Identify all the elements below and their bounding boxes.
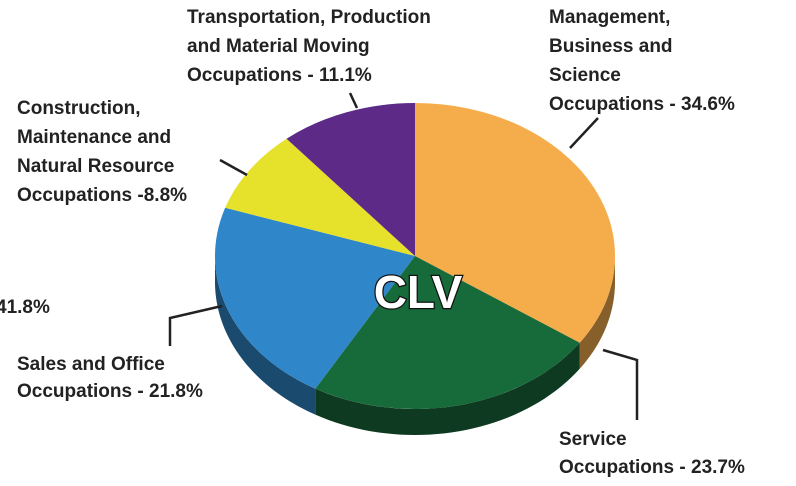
leader-line [168, 304, 223, 346]
category-label: Management, Business and Science Occupat… [549, 7, 673, 115]
slice [225, 138, 415, 256]
slice [315, 256, 580, 409]
leader-line [569, 117, 599, 149]
slice [215, 207, 415, 389]
slice-label: Sales and Office Occupations - 21.8% [17, 351, 203, 405]
slice [415, 103, 615, 343]
leader-line [348, 92, 359, 109]
slice-side [215, 256, 316, 415]
category-label: Transportation, Production and Material … [187, 7, 431, 86]
value-label: - 23.7% [679, 457, 745, 478]
value-label: - 21.8% [137, 381, 203, 402]
category-label: Construction, Maintenance and Natural Re… [17, 98, 175, 206]
value-label: - 34.6% [669, 94, 735, 115]
slice-side [315, 342, 580, 435]
slice-label: Service Occupations - 23.7% [559, 426, 745, 482]
leader-line [219, 158, 248, 177]
value-label: - 11.1% [307, 65, 372, 86]
leader-line [602, 348, 639, 420]
annotation: 41.8% [0, 297, 50, 318]
slice-label: Management, Business and Science Occupat… [549, 3, 735, 119]
category-label: Service Occupations [559, 429, 675, 478]
pie [215, 103, 615, 435]
slice-side [579, 256, 615, 369]
slice-label: Transportation, Production and Material … [187, 3, 431, 90]
category-label: Sales and Office Occupations [17, 354, 165, 402]
slice-label: Construction, Maintenance and Natural Re… [17, 94, 187, 210]
center-label: CLV [374, 266, 463, 318]
slice [286, 103, 415, 256]
value-label: -8.8% [137, 185, 188, 206]
